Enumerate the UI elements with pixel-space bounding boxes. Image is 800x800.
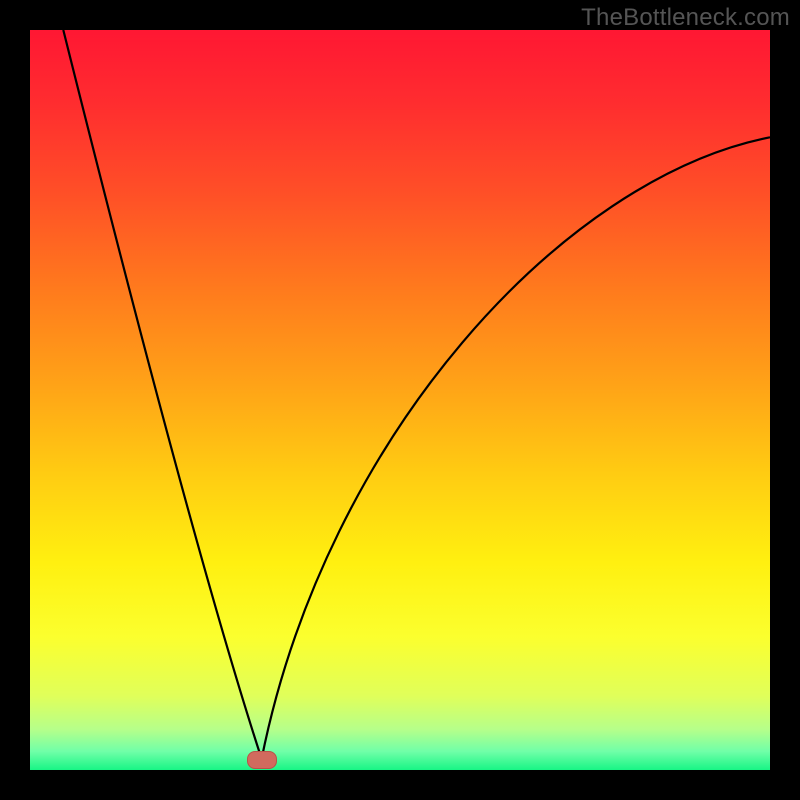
plot-area [30, 30, 770, 770]
bottleneck-curve [30, 30, 770, 770]
vertex-marker [247, 751, 277, 769]
curve-left-branch [63, 30, 261, 759]
watermark-label: TheBottleneck.com [581, 4, 790, 32]
chart-frame: TheBottleneck.com [0, 0, 800, 800]
curve-right-branch [262, 137, 770, 759]
